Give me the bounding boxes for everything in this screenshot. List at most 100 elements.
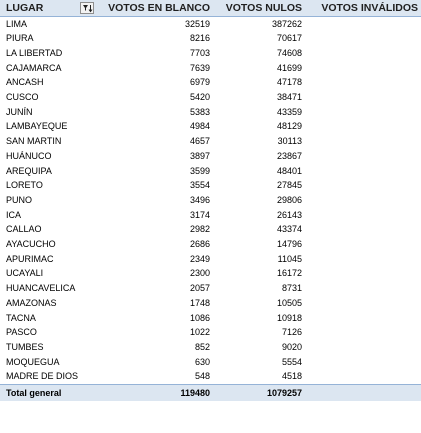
header-votos-blanco[interactable]: VOTOS EN BLANCO [97,0,213,17]
header-votos-invalidos[interactable]: VOTOS INVÁLIDOS [305,0,421,17]
cell-lugar[interactable]: PASCO [6,327,37,338]
cell-votos-blanco[interactable]: 1086 [189,312,210,323]
cell-votos-invalidos[interactable] [305,16,421,31]
cell-votos-blanco[interactable]: 3174 [189,209,210,220]
cell-votos-blanco[interactable]: 4984 [189,121,210,132]
cell-votos-invalidos[interactable] [305,222,421,237]
cell-votos-nulos[interactable]: 4518 [281,371,302,382]
cell-votos-blanco[interactable]: 1748 [189,297,210,308]
cell-votos-blanco[interactable]: 32519 [184,18,210,29]
cell-lugar[interactable]: LA LIBERTAD [6,47,63,58]
cell-votos-nulos[interactable]: 7126 [281,327,302,338]
cell-votos-invalidos[interactable] [305,208,421,223]
cell-votos-invalidos[interactable] [305,134,421,149]
cell-lugar[interactable]: AREQUIPA [6,165,52,176]
header-votos-nulos[interactable]: VOTOS NULOS [213,0,305,17]
cell-votos-invalidos[interactable] [305,164,421,179]
cell-votos-invalidos[interactable] [305,149,421,164]
cell-lugar[interactable]: AYACUCHO [6,239,56,250]
cell-votos-invalidos[interactable] [305,61,421,76]
cell-lugar[interactable]: ICA [6,209,22,220]
cell-votos-blanco[interactable]: 3554 [189,180,210,191]
cell-votos-nulos[interactable]: 47178 [276,77,302,88]
cell-votos-blanco[interactable]: 2686 [189,239,210,250]
cell-lugar[interactable]: AMAZONAS [6,297,57,308]
cell-votos-blanco[interactable]: 852 [194,341,210,352]
cell-lugar[interactable]: MADRE DE DIOS [6,371,79,382]
cell-votos-nulos[interactable]: 74608 [276,47,302,58]
cell-votos-nulos[interactable]: 9020 [281,341,302,352]
cell-lugar[interactable]: UCAYALI [6,268,44,279]
cell-votos-blanco[interactable]: 548 [194,371,210,382]
cell-votos-invalidos[interactable] [305,193,421,208]
cell-votos-nulos[interactable]: 43374 [276,224,302,235]
cell-votos-invalidos[interactable] [305,75,421,90]
cell-votos-nulos[interactable]: 10918 [276,312,302,323]
cell-votos-blanco[interactable]: 630 [194,356,210,367]
cell-votos-nulos[interactable]: 5554 [281,356,302,367]
cell-votos-nulos[interactable]: 387262 [271,18,302,29]
cell-votos-blanco[interactable]: 2300 [189,268,210,279]
cell-votos-invalidos[interactable] [305,237,421,252]
cell-votos-invalidos[interactable] [305,266,421,281]
cell-votos-nulos[interactable]: 26143 [276,209,302,220]
cell-lugar[interactable]: TACNA [6,312,36,323]
cell-votos-invalidos[interactable] [305,31,421,46]
cell-votos-nulos[interactable]: 23867 [276,150,302,161]
cell-votos-nulos[interactable]: 29806 [276,194,302,205]
cell-votos-blanco[interactable]: 3496 [189,194,210,205]
cell-votos-invalidos[interactable] [305,90,421,105]
cell-votos-invalidos[interactable] [305,252,421,267]
cell-votos-invalidos[interactable] [305,340,421,355]
cell-lugar[interactable]: LAMBAYEQUE [6,121,68,132]
cell-votos-blanco[interactable]: 7639 [189,62,210,73]
cell-votos-nulos[interactable]: 16172 [276,268,302,279]
cell-lugar[interactable]: APURIMAC [6,253,54,264]
cell-votos-invalidos[interactable] [305,325,421,340]
cell-votos-blanco[interactable]: 2057 [189,283,210,294]
cell-lugar[interactable]: CAJAMARCA [6,62,62,73]
cell-votos-blanco[interactable]: 8216 [189,33,210,44]
cell-votos-invalidos[interactable] [305,46,421,61]
cell-votos-blanco[interactable]: 1022 [189,327,210,338]
cell-votos-nulos[interactable]: 14796 [276,239,302,250]
cell-votos-nulos[interactable]: 48401 [276,165,302,176]
cell-lugar[interactable]: SAN MARTIN [6,136,62,147]
cell-votos-nulos[interactable]: 8731 [281,283,302,294]
cell-lugar[interactable]: TUMBES [6,341,44,352]
cell-votos-nulos[interactable]: 41699 [276,62,302,73]
cell-lugar[interactable]: LIMA [6,18,28,29]
cell-votos-nulos[interactable]: 43359 [276,106,302,117]
cell-votos-blanco[interactable]: 3599 [189,165,210,176]
cell-lugar[interactable]: PUNO [6,194,33,205]
cell-votos-invalidos[interactable] [305,296,421,311]
cell-votos-nulos[interactable]: 38471 [276,92,302,103]
cell-votos-blanco[interactable]: 3897 [189,150,210,161]
cell-votos-invalidos[interactable] [305,105,421,120]
cell-lugar[interactable]: HUANCAVELICA [6,283,76,294]
cell-lugar[interactable]: CALLAO [6,224,42,235]
cell-lugar[interactable]: JUNÍN [6,106,33,117]
cell-votos-nulos[interactable]: 27845 [276,180,302,191]
cell-votos-invalidos[interactable] [305,355,421,370]
cell-lugar[interactable]: HUÁNUCO [6,150,52,161]
cell-votos-invalidos[interactable] [305,311,421,326]
filter-sort-icon[interactable] [80,2,94,14]
cell-votos-blanco[interactable]: 2349 [189,253,210,264]
cell-lugar[interactable]: ANCASH [6,77,44,88]
cell-votos-blanco[interactable]: 7703 [189,47,210,58]
cell-lugar[interactable]: CUSCO [6,92,39,103]
cell-votos-nulos[interactable]: 10505 [276,297,302,308]
cell-votos-invalidos[interactable] [305,119,421,134]
cell-votos-blanco[interactable]: 2982 [189,224,210,235]
cell-votos-nulos[interactable]: 30113 [277,136,302,147]
cell-votos-invalidos[interactable] [305,281,421,296]
cell-votos-blanco[interactable]: 5383 [189,106,210,117]
cell-votos-nulos[interactable]: 70617 [276,33,302,44]
cell-lugar[interactable]: MOQUEGUA [6,356,60,367]
cell-lugar[interactable]: LORETO [6,180,43,191]
cell-votos-blanco[interactable]: 5420 [189,92,210,103]
cell-votos-blanco[interactable]: 4657 [189,136,210,147]
cell-votos-nulos[interactable]: 48129 [276,121,302,132]
header-lugar[interactable]: LUGAR [0,0,97,17]
